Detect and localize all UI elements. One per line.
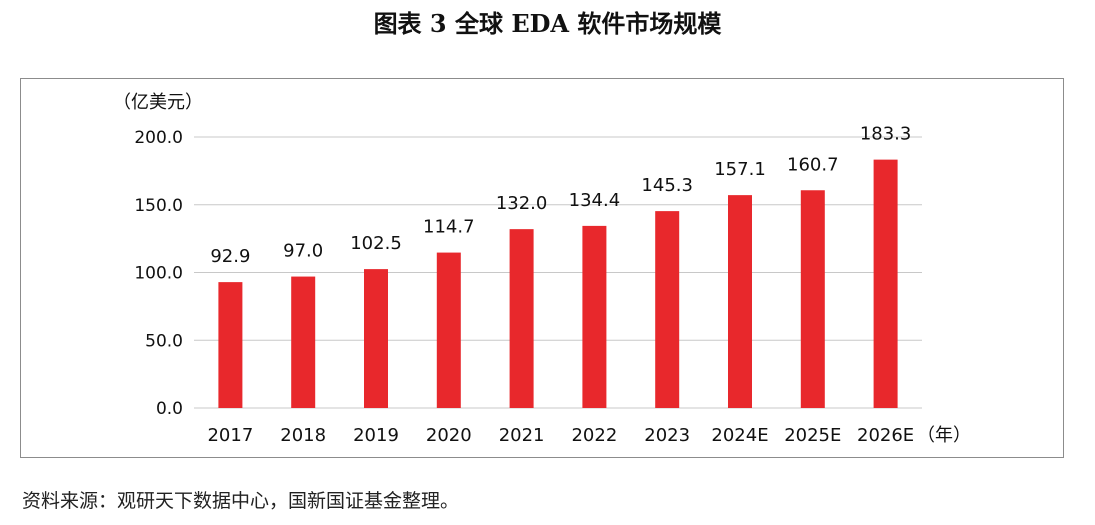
data-label: 114.7 — [423, 217, 475, 238]
bar — [509, 229, 534, 408]
y-tick-label: 150.0 — [134, 196, 183, 216]
x-tick-label: 2017 — [207, 425, 253, 446]
x-tick-label: 2026E — [857, 425, 914, 446]
x-tick-label: 2019 — [353, 425, 399, 446]
data-label: 92.9 — [210, 246, 250, 267]
bar — [291, 276, 316, 408]
bar-chart: 0.0 50.0 100.0 150.0 200.0 （亿美元） 92.9 2017 97.0 2… — [113, 92, 971, 446]
data-label: 97.0 — [283, 241, 323, 262]
x-axis-label: （年） — [917, 425, 971, 446]
data-label: 145.3 — [641, 175, 693, 196]
x-tick-label: 2024E — [711, 425, 768, 446]
bar — [364, 269, 388, 408]
chart-frame — [20, 78, 1064, 458]
y-axis-label: （亿美元） — [113, 92, 203, 113]
bar — [728, 195, 752, 408]
bar — [582, 225, 607, 408]
bar — [873, 159, 898, 408]
y-tick-label: 0.0 — [156, 399, 183, 419]
y-tick-label: 200.0 — [134, 128, 183, 148]
x-tick-label: 2018 — [280, 425, 326, 446]
x-tick-label: 2020 — [426, 425, 472, 446]
figure-title: 图表 3 全球 EDA 软件市场规模 — [373, 9, 722, 38]
y-tick-label: 50.0 — [145, 331, 183, 351]
data-label: 183.3 — [860, 124, 912, 145]
x-tick-label: 2021 — [499, 425, 545, 446]
source-note: 资料来源：观研天下数据中心，国新国证基金整理。 — [22, 490, 460, 512]
x-tick-label: 2023 — [644, 425, 690, 446]
bar — [800, 190, 825, 408]
data-label: 102.5 — [350, 233, 402, 254]
data-label: 157.1 — [714, 159, 766, 180]
bar — [436, 252, 461, 408]
x-tick-label: 2025E — [784, 425, 841, 446]
data-label: 132.0 — [496, 193, 548, 214]
x-tick-label: 2022 — [571, 425, 617, 446]
bar — [218, 282, 243, 408]
y-tick-label: 100.0 — [134, 264, 183, 284]
data-label: 134.4 — [569, 190, 621, 211]
bar — [655, 211, 680, 408]
data-label: 160.7 — [787, 154, 839, 175]
